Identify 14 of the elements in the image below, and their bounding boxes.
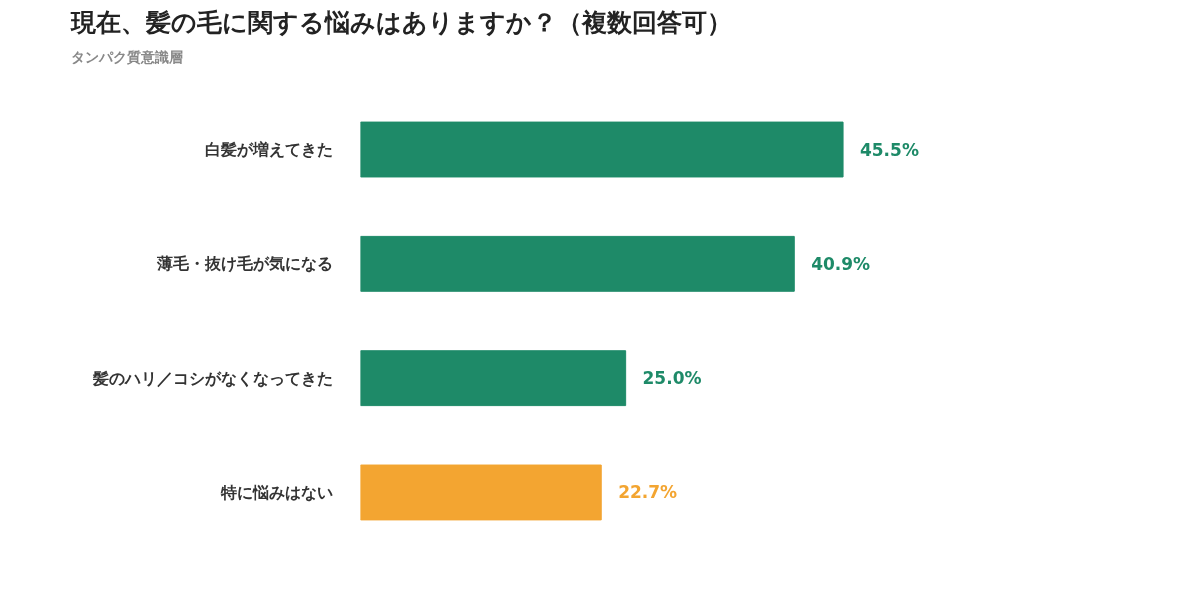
data-label: 45.5%	[859, 139, 919, 160]
bar	[360, 235, 795, 292]
y-tick-label: 特に悩みはない	[219, 482, 333, 502]
y-tick-label: 白髪が増えてきた	[204, 140, 333, 160]
chart-title: 現在、髪の毛に関する悩みはありますか？（複数回答可）	[69, 7, 732, 37]
data-label: 22.7%	[618, 482, 678, 503]
bar	[360, 464, 602, 521]
data-label: 25.0%	[642, 368, 702, 389]
text: タンパク質意識層	[70, 48, 183, 65]
bar	[360, 350, 627, 407]
data-label: 40.9%	[811, 253, 871, 274]
bar	[360, 121, 844, 178]
y-tick-label: 髪のハリ／コシがなくなってきた	[91, 368, 333, 388]
y-tick-label: 薄毛・抜け毛が気になる	[155, 254, 333, 274]
